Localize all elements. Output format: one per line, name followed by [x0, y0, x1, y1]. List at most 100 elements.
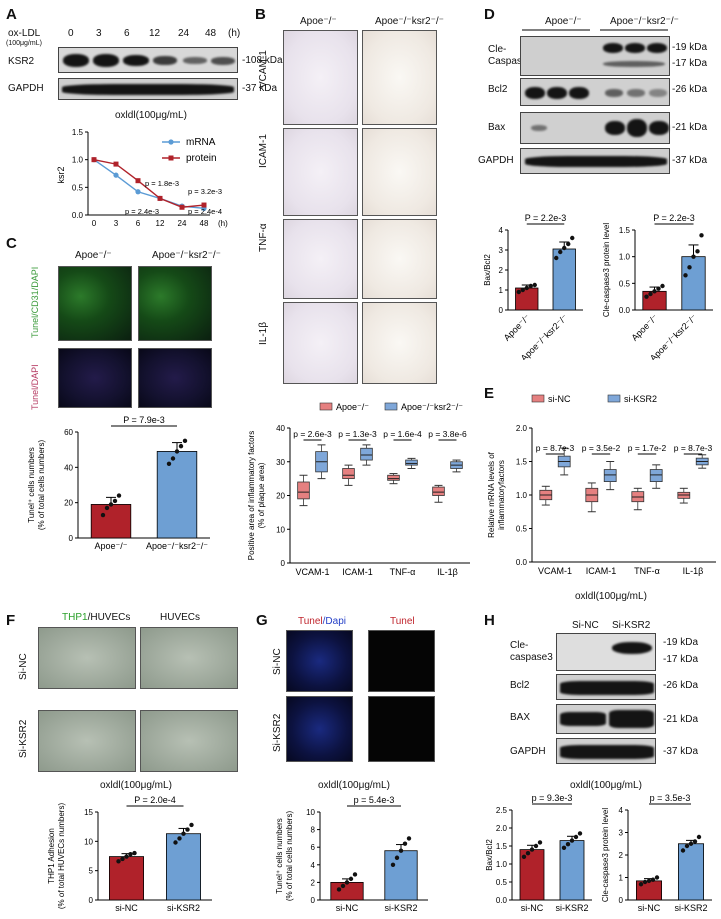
x-tick-label: Apoe⁻/⁻	[502, 312, 533, 343]
data-point	[182, 438, 188, 444]
y-axis-title: Bax/Bcl2	[485, 839, 494, 871]
row-si-ksr2-f: Si-KSR2	[18, 719, 29, 758]
legend-swatch	[319, 402, 333, 411]
timepoint-6: 6	[124, 28, 130, 39]
blot-label-gapdh-h: GAPDH	[510, 746, 546, 757]
p-value-annotation: p = 1.3e-3	[338, 429, 377, 439]
y-tick-label: 1	[619, 874, 624, 883]
bar	[166, 833, 202, 901]
clecasp3-blot-d	[520, 36, 670, 76]
y-tick-label: 20	[276, 492, 285, 501]
x-tick-label: 48	[200, 219, 209, 228]
row-si-nc-g: Si-NC	[272, 648, 283, 675]
p-value-annotation: p = 3.5e-3	[650, 793, 691, 803]
footer-f: oxldl(100μg/mL)	[100, 780, 172, 791]
box	[649, 469, 663, 483]
data-point	[166, 461, 172, 466]
legend-swatch	[531, 394, 545, 403]
data-point	[525, 851, 531, 856]
y-tick-label: 4	[619, 806, 624, 815]
y-axis-title: ksr2	[56, 166, 66, 183]
data-point	[394, 855, 400, 860]
y-tick-label: 3	[499, 246, 504, 255]
bar-chart-c: 0 20 40 60 Tunel⁺ cells numbers (% of total c…	[27, 415, 210, 551]
x-tick-label: Apoe⁻/⁻	[629, 312, 660, 343]
blot-label-bax-h: BAX	[510, 712, 531, 723]
bar-chart-d2: 0.0 0.5 1.0 1.5 Cle-caspase3 protein level Ap…	[602, 213, 713, 360]
x-tick-label: si-KSR2	[167, 903, 200, 913]
data-point	[654, 875, 660, 880]
x-tick-label: si-KSR2	[555, 903, 588, 913]
y-tick-label: 1.5	[72, 128, 84, 137]
gapdh-blot-a	[58, 78, 238, 100]
y-tick-label: 4	[499, 226, 504, 235]
panel-label-c: C	[6, 235, 17, 252]
fluor-ksr2-tunel	[138, 348, 212, 408]
panel-label-d: D	[484, 6, 495, 23]
data-point	[520, 287, 525, 293]
x-unit-label: (h)	[218, 219, 228, 228]
gapdh-blot-h	[556, 738, 656, 764]
panel-label-f: F	[6, 612, 16, 629]
oxldl-unit-label: (100μg/mL)	[6, 40, 42, 47]
bax-blot-h	[556, 704, 656, 734]
p-value-annotation: p = 2.6e-3	[293, 429, 332, 439]
p-value-annotation: p = 5.4e-3	[354, 795, 395, 805]
clecasp3-blot-h	[556, 633, 656, 671]
series-marker	[91, 157, 97, 163]
box	[342, 468, 355, 480]
kda-17-d: -17 kDa	[672, 58, 708, 69]
data-point	[116, 859, 121, 864]
x-tick-label: si-NC	[638, 903, 661, 913]
y-axis-title: Bax/Bcl2	[483, 254, 492, 286]
bar-chart-h1: 0.0 0.5 1.0 1.5 2.0 2.5 Bax/Bcl2 si-NC si-KSR2 p …	[485, 793, 592, 913]
data-point	[402, 841, 408, 846]
y-tick-label: 0.5	[516, 525, 528, 534]
legend-marker	[168, 139, 174, 145]
y-tick-label: 0	[499, 306, 504, 315]
data-point	[660, 283, 665, 289]
fluor-apoe-tunel	[58, 348, 132, 408]
phase-siksr2-thp1	[38, 710, 136, 772]
p-value-annotation: p = 3.2e-3	[188, 187, 222, 196]
box	[603, 469, 617, 483]
data-point	[642, 879, 648, 885]
y-tick-label: 0.5	[72, 183, 84, 192]
data-point	[696, 834, 702, 840]
data-point	[181, 831, 186, 836]
data-point	[124, 854, 129, 859]
x-tick-label: IL-1β	[437, 567, 458, 577]
box	[387, 474, 400, 481]
bar	[90, 504, 132, 539]
chart-a-title: oxldl(100μg/mL)	[115, 110, 187, 121]
y-axis-title: (% of plaque area)	[257, 462, 266, 528]
fluor-apoe-cd31	[58, 266, 132, 341]
data-point	[699, 233, 704, 238]
y-axis-title: Tunel⁺ cells numbers	[27, 447, 36, 523]
y-tick-label: 8	[311, 826, 316, 835]
y-axis-title: THP1 Adhesion	[47, 828, 56, 884]
bcl2-blot-h	[556, 674, 656, 700]
box	[405, 459, 418, 466]
phase-siksr2-huvecs	[140, 710, 238, 772]
histology-ksr2-il1b	[362, 302, 437, 384]
data-point	[695, 249, 700, 254]
y-tick-label: 5	[89, 867, 94, 876]
series-marker	[201, 202, 207, 208]
x-tick-label: TNF-α	[634, 566, 660, 576]
blot-label-gapdh: GAPDH	[8, 83, 44, 94]
p-value-annotation: p = 3.5e-2	[582, 443, 621, 453]
line-chart-a: 0.0 0.5 1.0 1.5 ksr2 0 3 6 12 24 48 (h) mRNA protein p…	[56, 128, 228, 228]
data-point	[687, 265, 692, 270]
box-chart-b: 0 10 20 30 40 Positive area of inflammatory f…	[247, 402, 470, 577]
data-point	[537, 840, 543, 845]
blot-label-bcl2-d: Bcl2	[488, 84, 508, 95]
phase-sinc-thp1	[38, 627, 136, 689]
y-tick-label: 0	[619, 896, 624, 905]
oxldl-row-label: ox-LDL	[8, 28, 41, 39]
y-tick-label: 0.5	[619, 279, 631, 288]
data-point	[573, 834, 579, 840]
timepoint-3: 3	[96, 28, 102, 39]
bar	[384, 850, 418, 901]
data-point	[521, 854, 527, 859]
